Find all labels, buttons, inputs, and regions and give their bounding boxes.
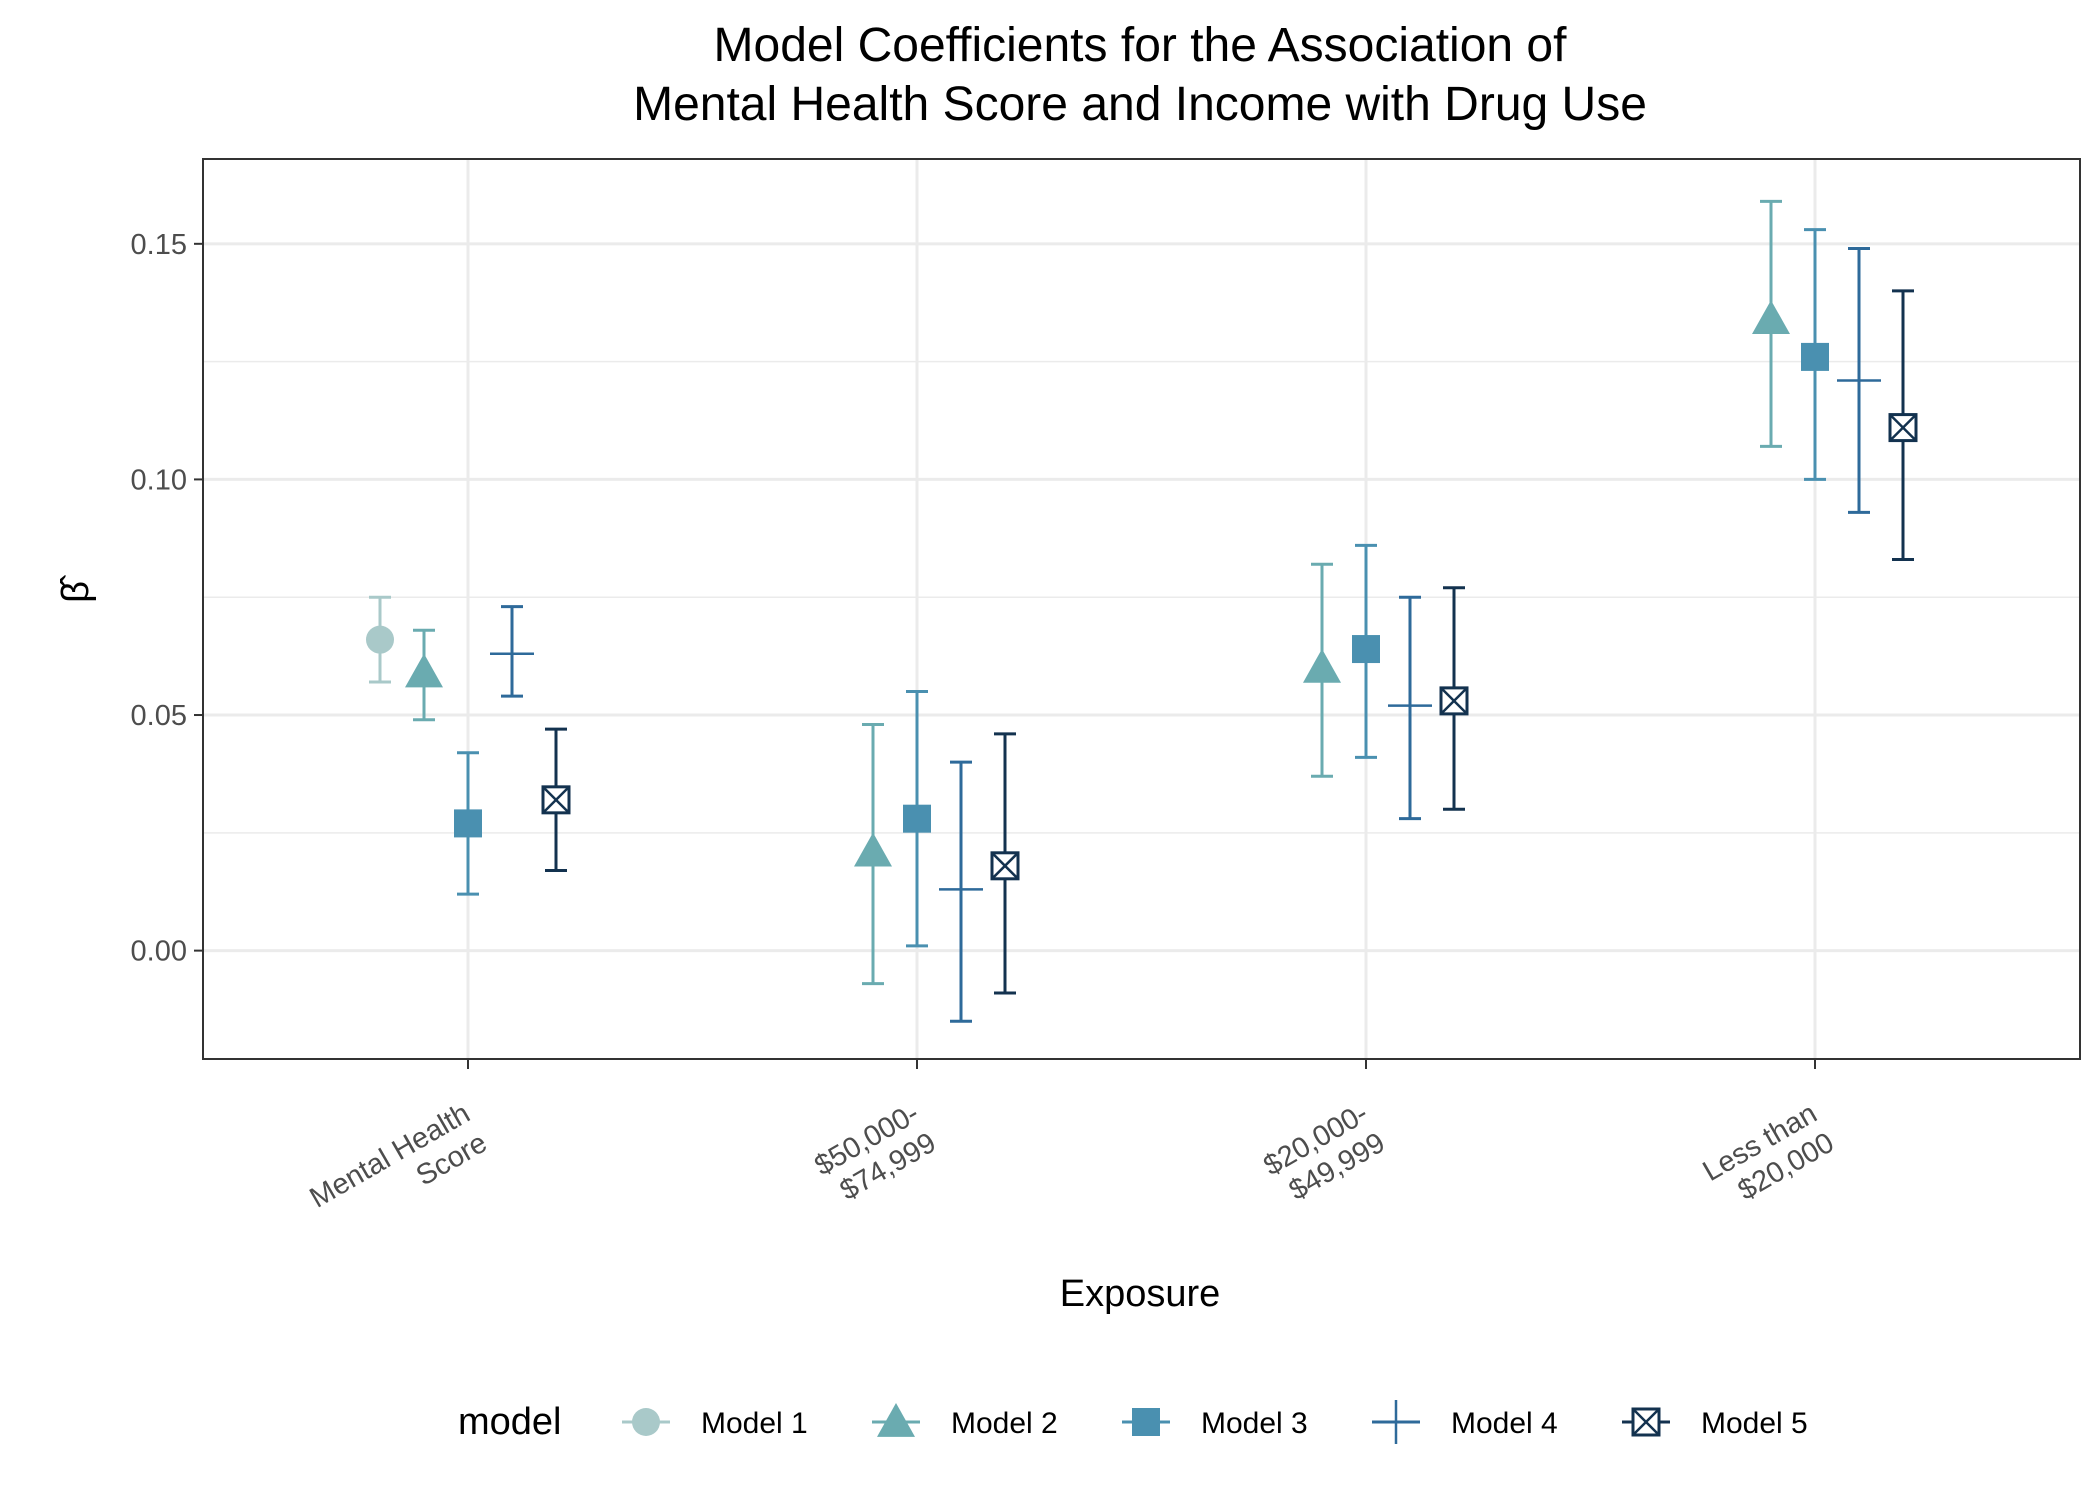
legend-label: Model 3: [1201, 1407, 1308, 1440]
boxx-marker-diag-2: [1440, 687, 1468, 715]
data-point: [1303, 648, 1341, 683]
chart-title-line-1: Model Coefficients for the Association o…: [714, 19, 1568, 72]
boxx-marker-diag-2: [542, 785, 570, 814]
x-tick-label: Less than$20,000: [1698, 1097, 1840, 1207]
boxx-marker-diag-2: [1889, 413, 1917, 442]
legend-label: Model 1: [701, 1407, 808, 1440]
y-axis-title: β̂: [55, 574, 97, 603]
legend-item-model-1: Model 1: [622, 1407, 808, 1440]
x-tick-label: $50,000-$74,999: [809, 1097, 941, 1207]
boxx-marker-diag-2: [991, 851, 1019, 880]
data-point: [903, 804, 931, 833]
data-point: [1888, 413, 1918, 443]
grid: [203, 159, 2080, 1059]
legend-item-model-5: Model 5: [1622, 1407, 1808, 1440]
data-point: [1752, 300, 1790, 335]
legend-label: Model 2: [951, 1407, 1058, 1440]
y-tick-label: 0.00: [131, 936, 187, 968]
legend-label: Model 4: [1451, 1407, 1558, 1440]
data-point: [854, 832, 892, 867]
legend-key-marker: [1631, 1407, 1661, 1437]
data-point: [454, 809, 482, 838]
legend-item-model-2: Model 2: [872, 1403, 1058, 1440]
data-point: [939, 867, 983, 912]
data-point: [1352, 635, 1380, 664]
data-point: [1837, 358, 1881, 403]
data-point: [405, 653, 443, 688]
y-tick-label: 0.05: [131, 700, 187, 732]
legend-key-marker: [1374, 1400, 1418, 1444]
x-axis-title: Exposure: [1060, 1273, 1221, 1315]
legend: model Model 1 Model 2 Model 3 Model 4 Model …: [458, 1400, 1808, 1444]
legend-key-marker: [1132, 1408, 1160, 1436]
legend-key-marker: [632, 1408, 660, 1436]
series-model-5: [541, 289, 1918, 995]
series-model-4: [490, 247, 1881, 1023]
series-model-3: [454, 228, 1829, 948]
y-tick-label: 0.15: [131, 229, 187, 261]
legend-title: model: [458, 1401, 562, 1443]
data-point: [541, 785, 571, 815]
legend-item-model-4: Model 4: [1372, 1400, 1558, 1444]
chart-title-line-2: Mental Health Score and Income with Drug…: [633, 78, 1647, 131]
data-point: [1439, 686, 1469, 716]
data-point: [990, 851, 1020, 881]
data-point: [1388, 683, 1432, 728]
series-model-1: [366, 595, 394, 684]
data-point: [490, 631, 534, 676]
plot-border: [202, 158, 2081, 1060]
data-point: [1801, 342, 1829, 371]
boxx-marker-diag-2: [1632, 1408, 1660, 1436]
legend-item-model-3: Model 3: [1122, 1407, 1308, 1440]
series-layer: [366, 199, 1918, 1023]
x-tick-label: $20,000-$49,999: [1258, 1097, 1390, 1207]
legend-label: Model 5: [1701, 1407, 1808, 1440]
legend-key-marker: [877, 1403, 915, 1437]
data-point: [366, 625, 394, 654]
series-model-2: [405, 199, 1790, 986]
y-tick-label: 0.10: [131, 464, 187, 496]
